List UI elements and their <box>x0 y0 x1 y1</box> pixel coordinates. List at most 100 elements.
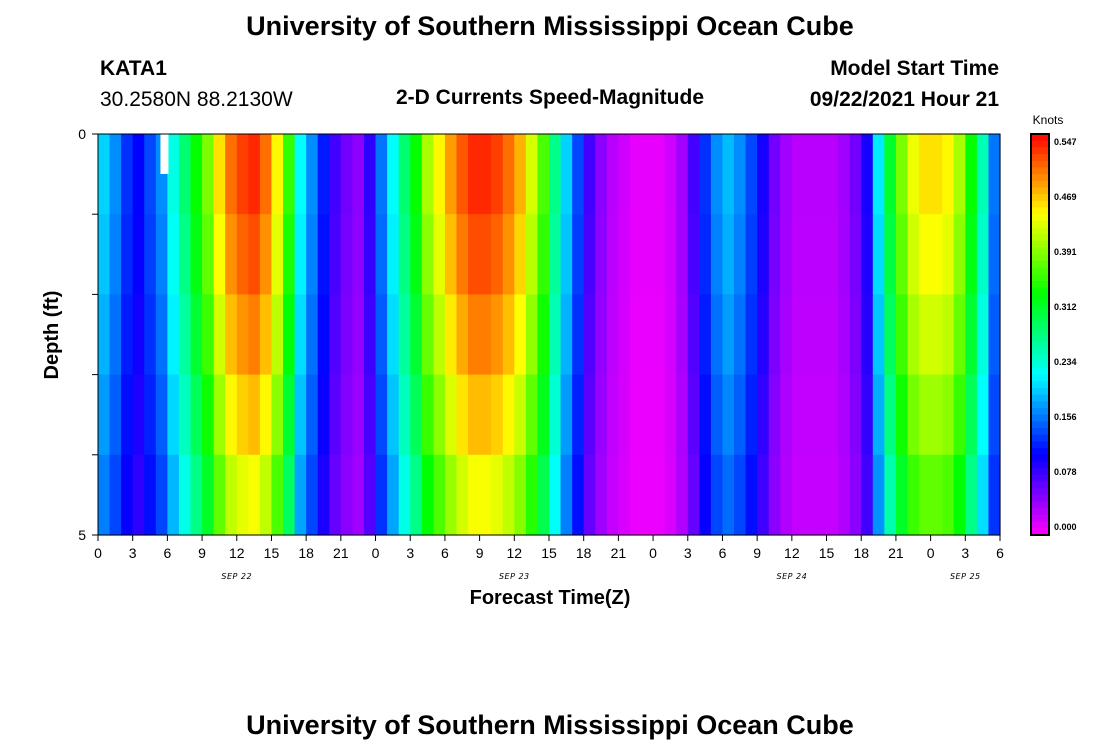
heatmap-cell <box>803 134 816 215</box>
heatmap-cell <box>710 294 724 376</box>
x-tick-label: 9 <box>753 545 761 561</box>
heatmap-cell <box>213 454 226 536</box>
heatmap-cell <box>722 454 735 536</box>
heatmap-cell <box>757 294 770 376</box>
heatmap-cell <box>872 454 885 536</box>
x-tick-label: 0 <box>927 545 935 561</box>
heatmap-cell <box>340 214 354 295</box>
heatmap-cell <box>178 454 192 536</box>
heatmap-cell <box>444 374 458 456</box>
heatmap-cell <box>317 294 330 376</box>
colorbar-swatch <box>1031 147 1049 155</box>
heatmap-cell <box>433 134 446 215</box>
heatmap-cell <box>248 134 261 215</box>
heatmap-cell <box>606 374 619 456</box>
heatmap-cell <box>352 294 365 376</box>
heatmap-cell <box>988 374 1001 456</box>
heatmap-cell <box>953 214 966 295</box>
heatmap-cell <box>919 134 932 215</box>
heatmap-cell <box>549 294 562 376</box>
heatmap-cell <box>271 214 284 295</box>
colorbar-tick-label: 0.469 <box>1054 192 1077 202</box>
x-tick-label: 12 <box>784 545 800 561</box>
colorbar-swatch <box>1031 454 1049 463</box>
colorbar-swatch <box>1031 154 1049 162</box>
x-axis: 0 3 6 9 12 15 18 21 0 3 6 9 12 15 18 21 0 3 6 9 12 15 18 21 0 3 6 <box>94 535 1004 561</box>
heatmap-cell <box>155 374 168 456</box>
heatmap-cell <box>537 374 550 456</box>
heatmap-cell <box>329 134 342 215</box>
heatmap-cell <box>132 374 145 456</box>
heatmap-cell <box>248 374 261 456</box>
colorbar: 0.547 0.469 0.391 0.312 0.234 0.156 0.078 0.000 <box>1030 133 1077 536</box>
colorbar-swatch <box>1031 260 1049 269</box>
footer-title: University of Southern Mississippi Ocean… <box>246 710 854 740</box>
heatmap-cell <box>317 134 330 215</box>
heatmap-cell <box>329 374 342 456</box>
heatmap-cell <box>849 214 862 295</box>
heatmap-cell <box>468 214 481 295</box>
heatmap-cell <box>560 294 573 376</box>
heatmap-cell <box>306 214 319 295</box>
colorbar-swatch <box>1031 174 1049 182</box>
colorbar-swatch <box>1031 267 1049 275</box>
heatmap-cell <box>907 294 920 376</box>
heatmap-cell <box>213 374 226 456</box>
heatmap-cell <box>930 454 943 536</box>
heatmap-cell <box>202 214 215 295</box>
heatmap-cell <box>410 374 423 456</box>
heatmap-cell <box>907 134 920 215</box>
heatmap-cell <box>618 214 631 295</box>
heatmap-cell <box>722 214 735 295</box>
heatmap-cell <box>514 214 527 295</box>
heatmap-cell <box>814 134 828 215</box>
heatmap-cell <box>976 294 990 376</box>
heatmap-cell <box>664 374 677 456</box>
heatmap-cell <box>861 214 874 295</box>
heatmap-cell <box>780 214 793 295</box>
heatmap-cell <box>121 134 134 215</box>
colorbar-swatch <box>1031 414 1049 422</box>
station-id: KATA1 <box>100 57 167 80</box>
heatmap-cell <box>641 454 654 536</box>
colorbar-swatch <box>1031 140 1049 148</box>
heatmap-cell <box>306 454 319 536</box>
heatmap-cell <box>502 374 515 456</box>
heatmap-cell <box>641 134 654 215</box>
colorbar-swatch <box>1031 160 1049 169</box>
colorbar-swatch <box>1031 514 1049 523</box>
heatmap-cell <box>745 214 758 295</box>
heatmap-cell <box>410 134 423 215</box>
date-label: SEP 23 <box>499 572 530 581</box>
heatmap-cell <box>352 214 365 295</box>
heatmap-cell <box>664 454 677 536</box>
x-tick-label: 0 <box>372 545 380 561</box>
heatmap-cell <box>861 374 874 456</box>
heatmap-cell <box>861 294 874 376</box>
heatmap-cell <box>387 134 400 215</box>
heatmap-cell <box>687 294 700 376</box>
heatmap-cell <box>155 214 168 295</box>
colorbar-swatch <box>1031 481 1049 489</box>
page-title: University of Southern Mississippi Ocean… <box>246 11 854 41</box>
heatmap-cell <box>225 294 238 376</box>
heatmap-cell <box>919 454 932 536</box>
colorbar-swatch <box>1031 194 1049 202</box>
heatmap-cell <box>456 454 469 536</box>
heatmap-cell <box>433 374 446 456</box>
heatmap-cell <box>294 454 307 536</box>
heatmap-cell <box>965 214 978 295</box>
heatmap-cell <box>109 214 122 295</box>
heatmap-cell <box>398 294 411 376</box>
colorbar-tick-label: 0.547 <box>1054 137 1077 147</box>
heatmap-cell <box>768 294 781 376</box>
heatmap-cell <box>826 214 839 295</box>
heatmap-cell <box>583 134 596 215</box>
colorbar-tick-label: 0.391 <box>1054 247 1077 257</box>
heatmap-cell <box>710 374 724 456</box>
colorbar-tick-label: 0.312 <box>1054 302 1077 312</box>
heatmap-cell <box>699 214 712 295</box>
heatmap-cell <box>919 294 932 376</box>
heatmap-cell <box>838 294 851 376</box>
heatmap-cell <box>259 374 273 456</box>
